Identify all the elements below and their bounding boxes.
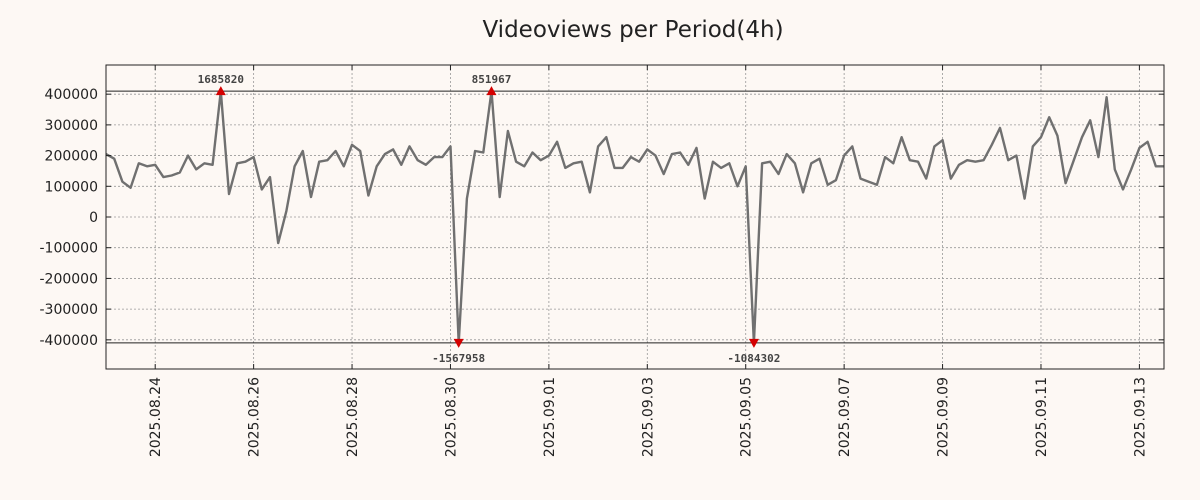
x-tick-label: 2025.09.03 (640, 377, 656, 457)
x-tick-label: 2025.09.09 (936, 377, 952, 457)
y-tick-label: -200000 (40, 271, 99, 287)
x-tick-label: 2025.08.28 (345, 377, 361, 457)
chart-title: Videoviews per Period(4h) (482, 17, 783, 43)
x-tick-label: 2025.09.05 (739, 377, 755, 457)
overflow-down-marker (748, 338, 759, 348)
x-tick-label: 2025.09.01 (542, 377, 558, 457)
overflow-up-marker (215, 86, 226, 96)
overflow-value-label: 851967 (472, 73, 512, 86)
x-tick-label: 2025.09.11 (1034, 377, 1050, 457)
grid-layer (106, 65, 1164, 369)
y-tick-label: -300000 (40, 302, 99, 318)
y-tick-label: 400000 (45, 87, 98, 103)
x-axis-ticks: 2025.08.24 2025.08.26 2025.08.28 2025.08.30… (148, 65, 1148, 457)
y-tick-label: 100000 (45, 179, 98, 195)
x-tick-label: 2025.08.26 (247, 377, 263, 457)
y-axis-ticks: 400000 300000 200000 100000 0 -100000 -200000 -… (40, 87, 1164, 349)
videoviews-series-line (105, 89, 1164, 345)
overflow-up-marker (486, 86, 497, 96)
x-tick-label: 2025.08.24 (148, 377, 164, 457)
series-layer (105, 89, 1164, 345)
x-tick-label: 2025.08.30 (443, 377, 459, 457)
y-tick-label: -100000 (40, 241, 99, 257)
y-tick-label: -400000 (40, 333, 99, 349)
overflow-down-marker (453, 338, 464, 348)
y-tick-label: 0 (89, 210, 98, 226)
y-tick-label: 300000 (45, 118, 98, 134)
overflow-value-label: -1084302 (727, 352, 780, 365)
annotations-layer: 1685820 851967 -1567958 -1084302 (198, 73, 781, 365)
overflow-value-label: -1567958 (432, 352, 485, 365)
clip-lines-layer (106, 90, 1164, 344)
overflow-value-label: 1685820 (198, 73, 244, 86)
x-tick-label: 2025.09.07 (837, 377, 853, 457)
y-tick-label: 200000 (45, 149, 98, 165)
x-tick-label: 2025.09.13 (1132, 377, 1148, 457)
